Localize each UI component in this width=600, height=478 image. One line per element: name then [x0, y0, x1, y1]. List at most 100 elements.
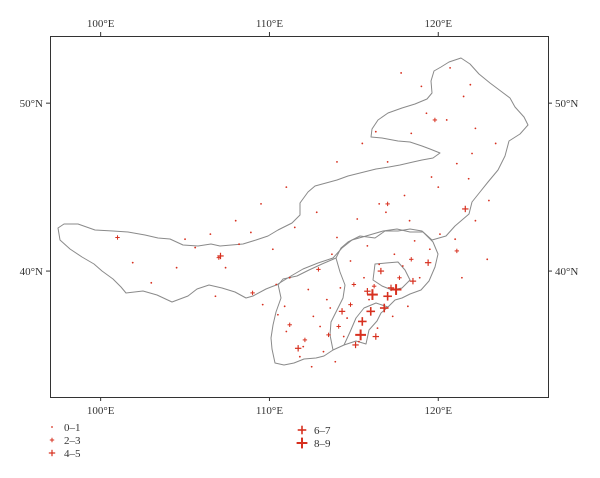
station-marker: [462, 205, 469, 213]
station-marker: [302, 337, 308, 343]
station-marker: [325, 298, 328, 301]
station-marker: [410, 132, 413, 135]
station-marker: [474, 127, 477, 130]
station-marker: [285, 186, 288, 189]
province-boundary: [329, 257, 346, 351]
station-marker: [409, 257, 414, 262]
station-marker: [250, 290, 255, 296]
station-marker: [316, 267, 321, 272]
station-marker: [367, 289, 378, 300]
station-markers: [115, 67, 497, 368]
y-tick-label-right: 40°N: [555, 266, 578, 278]
y-tick-label-right: 50°N: [555, 98, 578, 110]
legend-marker: [49, 437, 55, 443]
station-marker: [439, 233, 441, 236]
station-marker: [385, 211, 387, 214]
station-marker: [425, 112, 428, 115]
map-frame: [50, 36, 549, 398]
station-marker: [376, 327, 379, 330]
station-marker: [224, 266, 227, 269]
station-marker: [454, 238, 457, 241]
station-marker: [336, 324, 341, 329]
legend-label: 0–1: [64, 422, 81, 434]
station-marker: [115, 235, 120, 240]
station-marker: [379, 303, 389, 313]
station-marker: [469, 83, 472, 86]
station-marker: [366, 244, 369, 247]
station-marker: [322, 350, 325, 353]
station-marker: [363, 276, 365, 279]
station-marker: [351, 282, 357, 287]
station-marker: [361, 142, 364, 145]
station-marker: [372, 333, 380, 340]
station-marker: [214, 295, 217, 298]
station-marker: [393, 253, 396, 256]
station-marker: [356, 218, 359, 220]
station-marker: [408, 219, 411, 222]
station-marker: [315, 211, 318, 214]
station-marker: [234, 219, 237, 222]
legend-marker: [296, 437, 308, 449]
station-marker: [276, 313, 279, 316]
station-marker: [260, 203, 262, 205]
station-marker: [271, 248, 274, 251]
station-marker: [355, 329, 367, 341]
legend-label: 6–7: [314, 425, 331, 437]
station-marker: [283, 305, 286, 308]
station-marker: [338, 308, 346, 315]
station-marker: [385, 201, 390, 207]
station-marker: [310, 365, 313, 368]
station-marker: [358, 340, 360, 343]
station-marker: [445, 119, 448, 121]
region-outline: [57, 57, 529, 303]
station-marker: [397, 275, 402, 280]
station-marker: [326, 332, 331, 338]
station-marker: [349, 260, 352, 262]
station-marker: [358, 317, 367, 326]
station-marker: [461, 276, 463, 279]
station-marker: [194, 246, 197, 249]
station-marker: [261, 303, 264, 306]
station-marker: [368, 298, 370, 301]
station-marker: [334, 360, 337, 363]
station-marker: [302, 345, 305, 348]
station-marker: [352, 341, 359, 349]
station-marker: [391, 315, 394, 318]
station-marker: [131, 261, 134, 264]
station-marker: [437, 186, 440, 189]
station-marker: [378, 263, 381, 266]
station-marker: [494, 142, 497, 145]
station-marker: [336, 236, 338, 239]
province-boundary: [372, 261, 411, 291]
station-marker: [383, 291, 392, 301]
station-marker: [401, 265, 404, 267]
station-marker: [293, 226, 296, 229]
station-marker: [339, 286, 342, 289]
x-tick-label-top: 110°E: [256, 18, 283, 30]
province-boundary: [343, 302, 389, 346]
station-marker: [288, 276, 291, 279]
station-marker: [346, 317, 349, 319]
station-marker: [184, 238, 186, 241]
station-marker: [378, 203, 381, 205]
station-marker: [428, 248, 431, 251]
station-marker: [462, 95, 465, 98]
station-marker: [307, 288, 310, 291]
legend-label: 2–3: [64, 435, 81, 447]
station-marker: [336, 161, 338, 163]
x-tick-label-bottom: 110°E: [256, 405, 283, 417]
station-marker: [331, 253, 333, 256]
station-marker: [424, 259, 432, 266]
station-marker: [390, 284, 402, 295]
station-marker: [454, 248, 460, 254]
station-marker: [413, 239, 416, 242]
x-tick-label-bottom: 120°E: [424, 405, 452, 417]
station-marker: [366, 307, 376, 316]
station-marker: [488, 199, 490, 202]
station-marker: [377, 267, 385, 275]
legend-marker: [48, 449, 56, 457]
station-marker: [275, 283, 278, 286]
legend-label: 4–5: [64, 448, 81, 460]
legend: 0–12–34–5 6–78–9: [48, 422, 331, 460]
